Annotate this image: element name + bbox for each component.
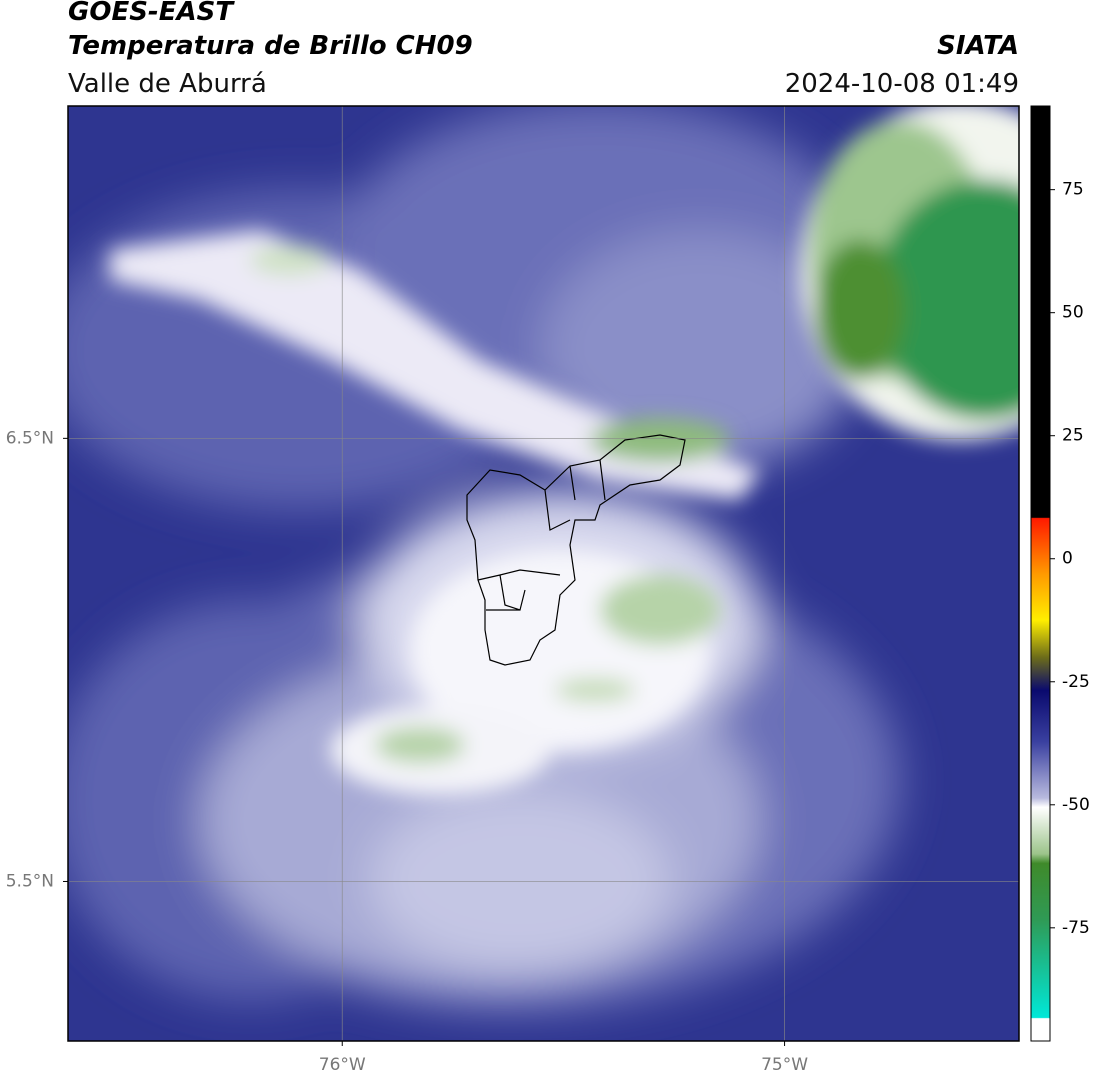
title: GOES-EAST xyxy=(68,0,235,27)
colorbar xyxy=(1030,105,1051,1042)
satellite-image xyxy=(68,106,1019,1041)
x-tick-label: 76°W xyxy=(319,1055,366,1075)
colorbar-tick-label: 75 xyxy=(1062,180,1084,200)
map-frame xyxy=(67,105,1020,1042)
x-tick-label: 75°W xyxy=(761,1055,808,1075)
municipal-boundaries xyxy=(466,434,686,666)
subtitle: Temperatura de Brillo CH09 xyxy=(68,31,473,61)
y-tick-label: 5.5°N xyxy=(6,871,54,891)
region: Valle de Aburrá xyxy=(68,69,267,99)
colorbar-tick-label: 25 xyxy=(1062,426,1084,446)
colorbar-tick-label: -50 xyxy=(1062,795,1090,815)
colorbar-tick-label: -75 xyxy=(1062,918,1090,938)
datetime: 2024-10-08 01:49 xyxy=(785,69,1019,99)
colorbar-tick-label: -25 xyxy=(1062,672,1090,692)
colorbar-tick-label: 50 xyxy=(1062,303,1084,323)
source: SIATA xyxy=(937,31,1019,61)
y-tick-label: 6.5°N xyxy=(6,428,54,448)
map-grid xyxy=(68,106,1019,1041)
colorbar-tick-label: 0 xyxy=(1062,549,1073,569)
